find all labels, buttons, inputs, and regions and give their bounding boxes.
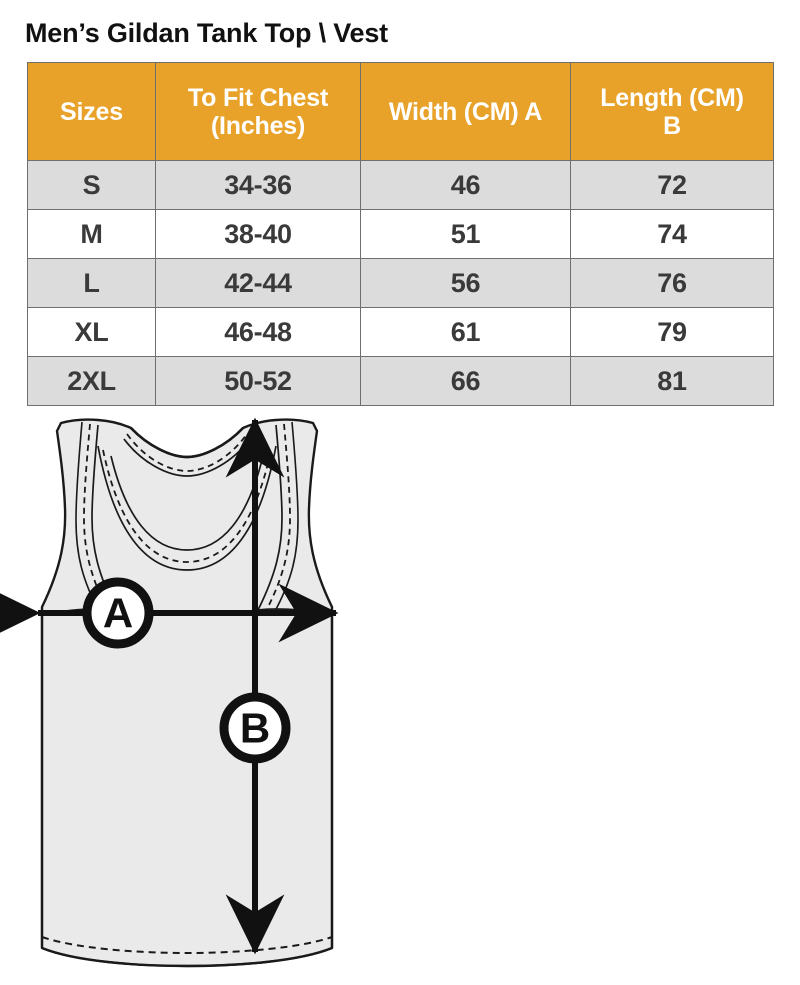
table-row: 2XL 50-52 66 81	[27, 356, 774, 406]
cell-length: 79	[570, 307, 774, 357]
back-neckline-stitch	[102, 449, 272, 563]
table-row: L 42-44 56 76	[27, 258, 774, 308]
cell-size: M	[27, 209, 156, 259]
hem-stitch-line	[41, 936, 333, 955]
table-body: S 34-36 46 72 M 38-40 51 74 L 42-44 56 7…	[27, 160, 774, 406]
cell-chest: 46-48	[155, 307, 361, 357]
measure-a-badge: A	[82, 577, 154, 649]
column-header-length: Length (CM) B	[570, 62, 774, 161]
column-header-width: Width (CM) A	[360, 62, 571, 161]
back-neckline-edge	[110, 455, 264, 551]
column-header-chest: To Fit Chest (Inches)	[155, 62, 361, 161]
cell-size: L	[27, 258, 156, 308]
garment-silhouette	[40, 418, 334, 968]
garment-diagram: A B	[0, 408, 800, 985]
page-title: Men’s Gildan Tank Top \ Vest	[25, 18, 388, 48]
cell-chest: 50-52	[155, 356, 361, 406]
measure-a-label: A	[103, 590, 133, 637]
cell-chest: 42-44	[155, 258, 361, 308]
tank-top-illustration: A B	[0, 417, 339, 968]
cell-width: 61	[360, 307, 571, 357]
size-chart-table: Sizes To Fit Chest (Inches) Width (CM) A…	[27, 62, 774, 406]
cell-size: 2XL	[27, 356, 156, 406]
hem-bottom-edge	[41, 946, 333, 968]
table-row: XL 46-48 61 79	[27, 307, 774, 357]
table-row: M 38-40 51 74	[27, 209, 774, 259]
cell-chest: 38-40	[155, 209, 361, 259]
cell-width: 56	[360, 258, 571, 308]
column-header-sizes: Sizes	[27, 62, 156, 161]
cell-width: 66	[360, 356, 571, 406]
cell-width: 46	[360, 160, 571, 210]
cell-length: 76	[570, 258, 774, 308]
table-header: Sizes To Fit Chest (Inches) Width (CM) A…	[27, 62, 774, 161]
cell-length: 72	[570, 160, 774, 210]
cell-width: 51	[360, 209, 571, 259]
cell-size: S	[27, 160, 156, 210]
cell-size: XL	[27, 307, 156, 357]
measure-b-badge: B	[219, 692, 291, 764]
cell-chest: 34-36	[155, 160, 361, 210]
cell-length: 74	[570, 209, 774, 259]
cell-length: 81	[570, 356, 774, 406]
table-header-row: Sizes To Fit Chest (Inches) Width (CM) A…	[27, 62, 774, 161]
garment-outline-path	[40, 418, 334, 968]
measure-b-label: B	[240, 705, 270, 752]
table-row: S 34-36 46 72	[27, 160, 774, 210]
